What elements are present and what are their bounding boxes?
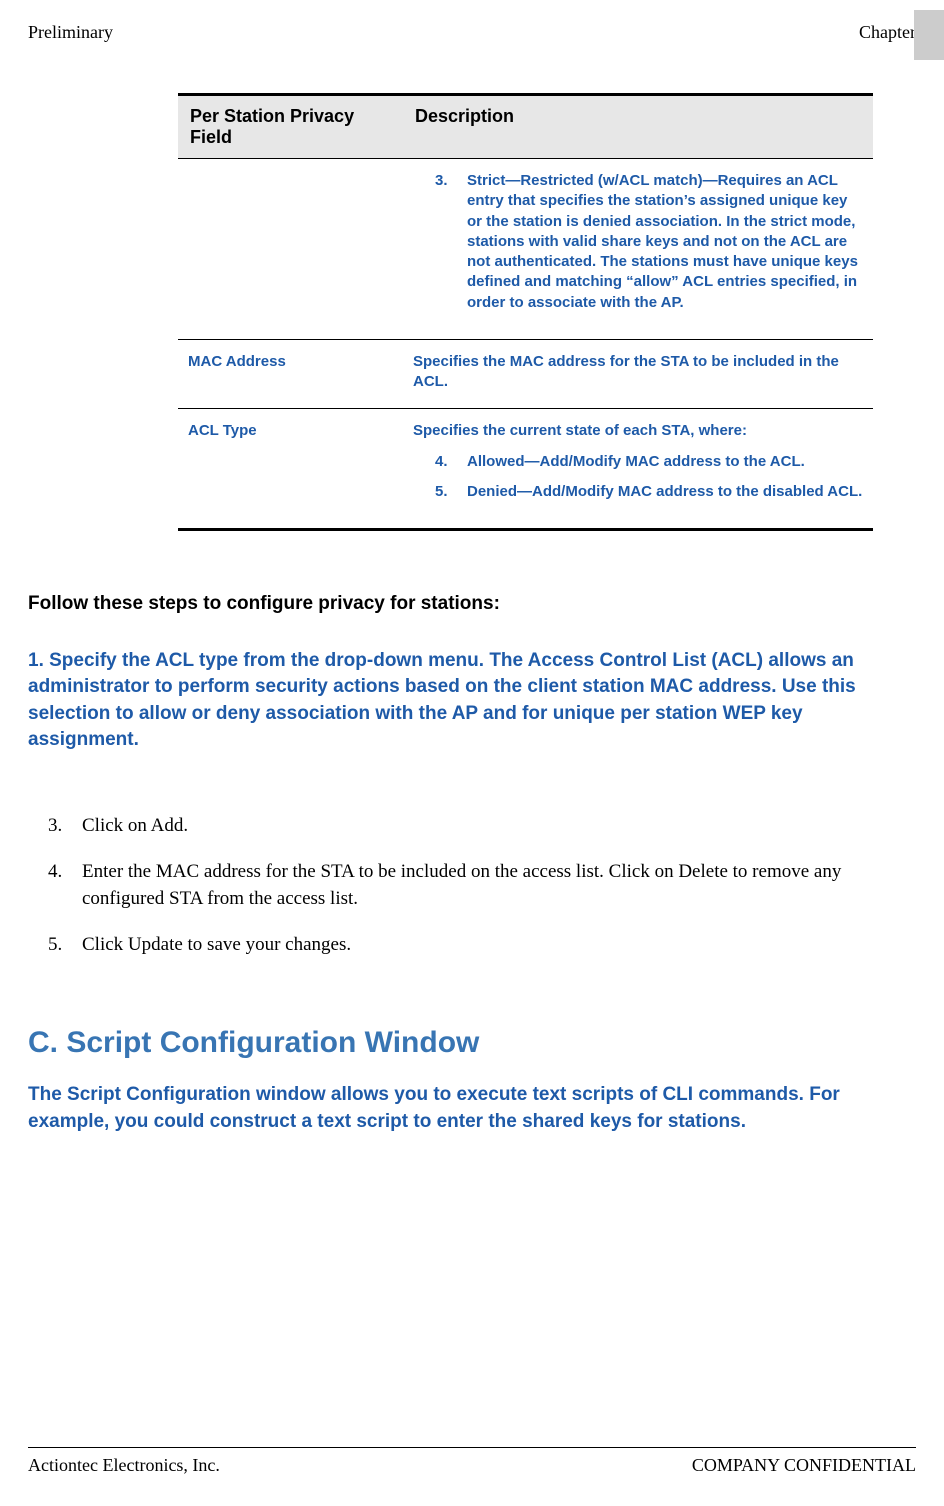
footer-right: COMPANY CONFIDENTIAL [692, 1455, 916, 1476]
steps-lead: Follow these steps to configure privacy … [28, 591, 916, 618]
table-row: ACL Type Specifies the current state of … [178, 409, 873, 530]
table-header-row: Per Station Privacy Field Description [178, 95, 873, 159]
table-row: MAC Address Specifies the MAC address fo… [178, 339, 873, 409]
table-row: 3. Strict—Restricted (w/ACL match)—Requi… [178, 159, 873, 340]
steps-list: 3. Click on Add. 4. Enter the MAC addres… [36, 812, 916, 958]
col-header-description: Description [403, 95, 873, 159]
side-tab [914, 10, 944, 60]
list-text: Click Update to save your changes. [82, 931, 916, 959]
section-c-desc: The Script Configuration window allows y… [28, 1082, 916, 1135]
section-c-title: C. Script Configuration Window [28, 1026, 916, 1060]
list-number: 5. [48, 931, 82, 959]
page-footer: Actiontec Electronics, Inc. COMPANY CONF… [28, 1455, 916, 1476]
footer-divider [28, 1447, 916, 1448]
list-number: 5. [435, 482, 467, 502]
list-number: 4. [48, 858, 82, 913]
header-right: Chapter [859, 22, 916, 43]
list-item: 3. Click on Add. [36, 812, 916, 840]
list-number: 3. [435, 171, 467, 313]
list-text: Click on Add. [82, 812, 916, 840]
privacy-table: Per Station Privacy Field Description 3.… [178, 93, 873, 531]
header-left: Preliminary [28, 22, 113, 43]
list-number: 3. [48, 812, 82, 840]
cell-field [178, 159, 403, 340]
list-item: 5. Click Update to save your changes. [36, 931, 916, 959]
page: DO NOT COPY Preliminary Chapter Per Stat… [0, 0, 944, 1506]
cell-field: MAC Address [178, 339, 403, 409]
list-text: Strict—Restricted (w/ACL match)—Requires… [467, 171, 863, 313]
page-header: Preliminary Chapter [28, 22, 916, 43]
list-item: 4. Enter the MAC address for the STA to … [36, 858, 916, 913]
list-text: Allowed—Add/Modify MAC address to the AC… [467, 452, 863, 472]
step-1: 1. Specify the ACL type from the drop-do… [28, 648, 916, 754]
footer-left: Actiontec Electronics, Inc. [28, 1455, 220, 1476]
col-header-field: Per Station Privacy Field [178, 95, 403, 159]
list-text: Denied—Add/Modify MAC address to the dis… [467, 482, 863, 502]
cell-description: Specifies the MAC address for the STA to… [403, 339, 873, 409]
list-number: 4. [435, 452, 467, 472]
cell-description: Specifies the current state of each STA,… [403, 409, 873, 530]
list-text: Enter the MAC address for the STA to be … [82, 858, 916, 913]
desc-lead: Specifies the current state of each STA,… [413, 421, 863, 441]
body-section: Follow these steps to configure privacy … [28, 591, 916, 1135]
cell-field: ACL Type [178, 409, 403, 530]
cell-description: 3. Strict—Restricted (w/ACL match)—Requi… [403, 159, 873, 340]
